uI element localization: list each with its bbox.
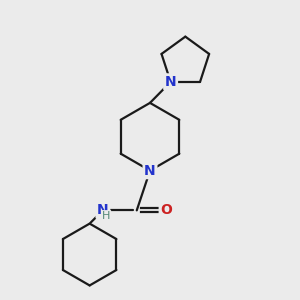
Text: N: N: [165, 75, 176, 89]
Text: H: H: [102, 211, 111, 221]
Text: N: N: [144, 164, 156, 178]
Text: O: O: [160, 203, 172, 218]
Text: N: N: [97, 203, 109, 218]
